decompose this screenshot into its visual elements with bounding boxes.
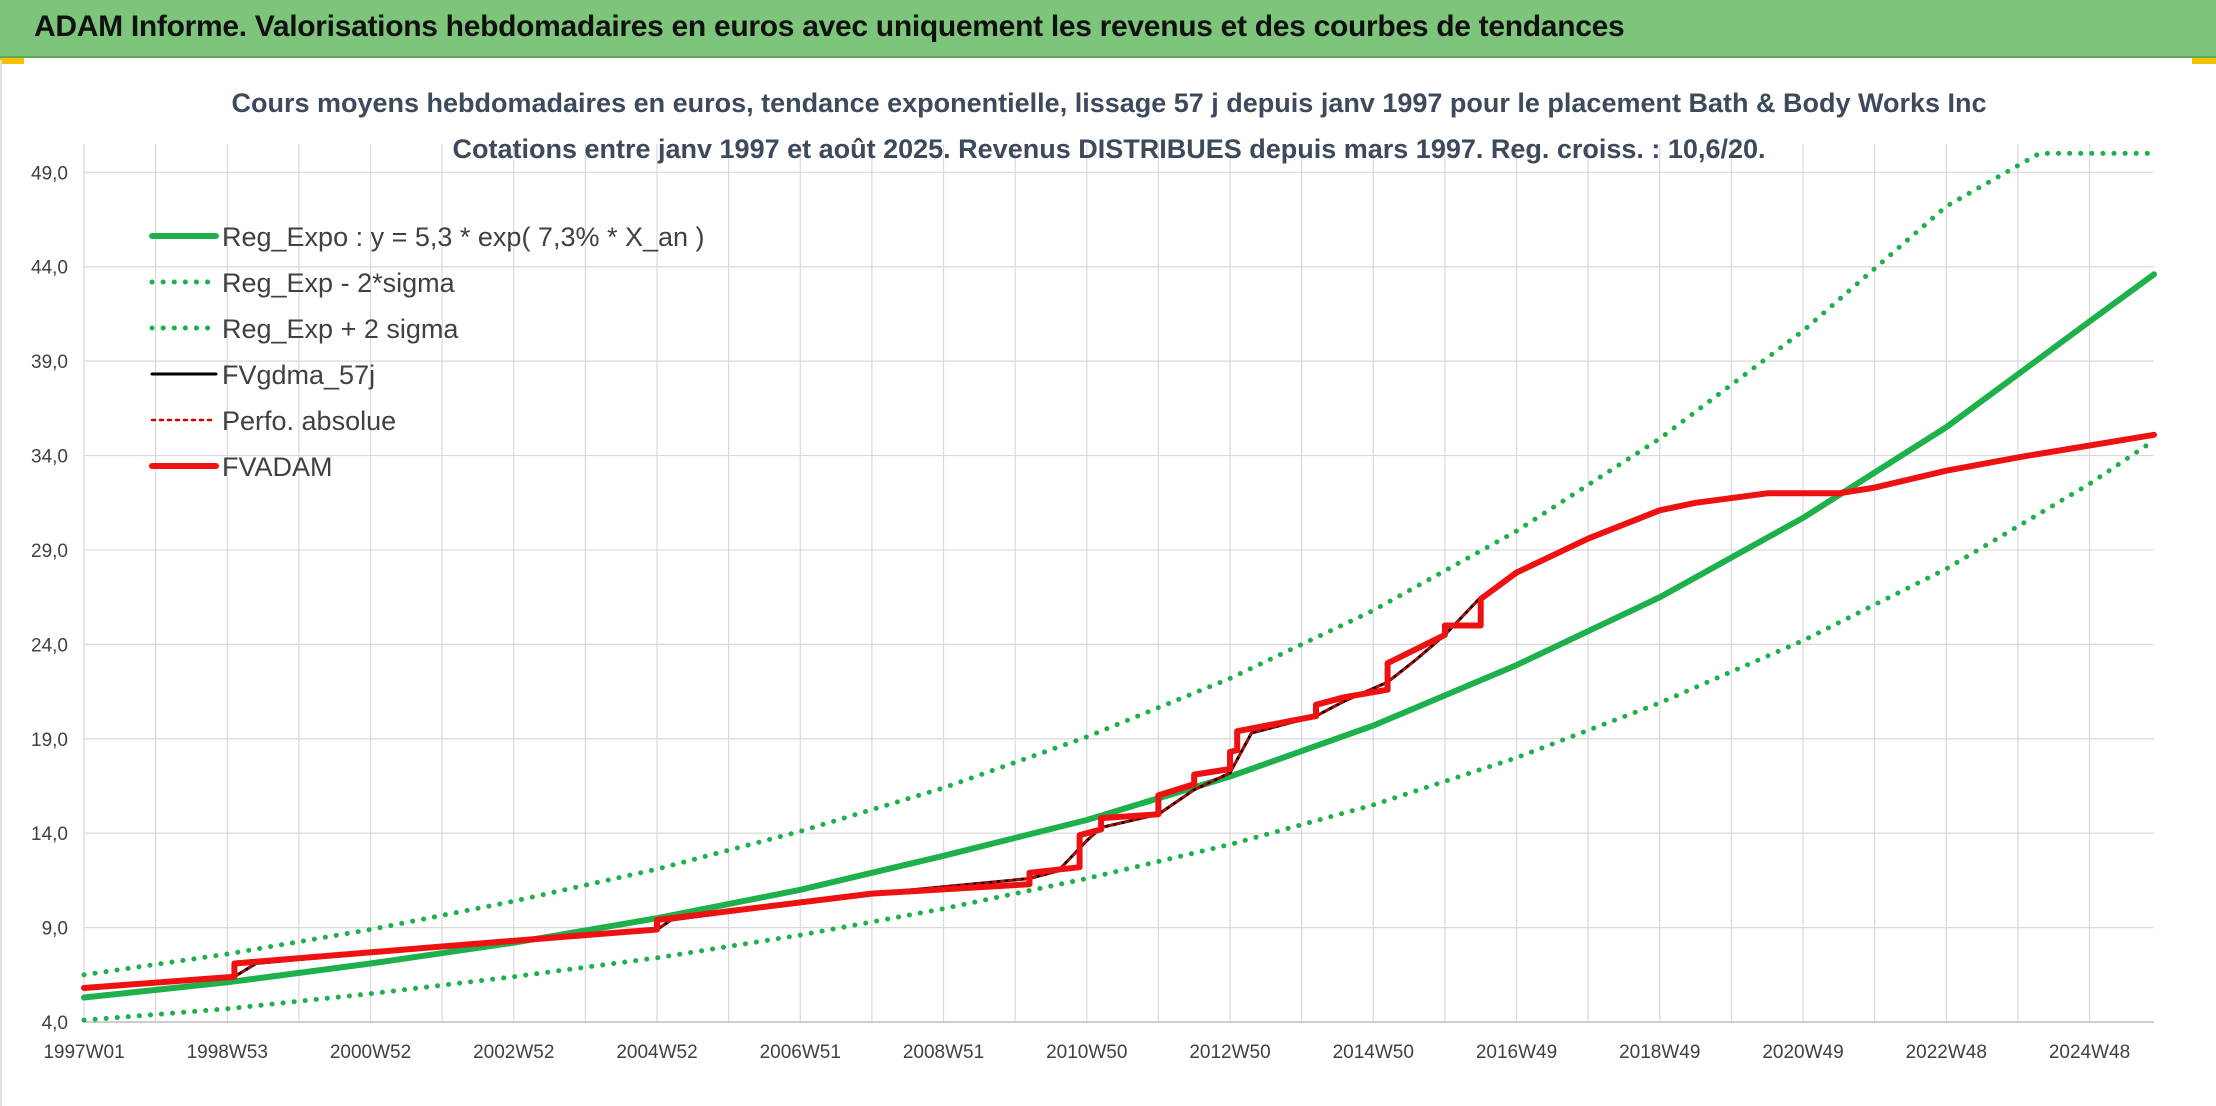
legend-entry: FVADAM: [222, 452, 333, 482]
x-tick-label: 2022W48: [1906, 1042, 1987, 1063]
series-line-5: [82, 433, 2156, 990]
series-line-6: [81, 431, 2157, 991]
series-line-2: [81, 437, 2157, 1023]
x-tick-label: 2014W50: [1333, 1042, 1414, 1063]
x-tick-label: 1997W01: [43, 1042, 124, 1063]
report-title: ADAM Informe. Valorisations hebdomadaire…: [34, 10, 1625, 43]
series-line-3: [81, 150, 2157, 978]
legend-entry: Perfo. absolue: [222, 406, 396, 436]
y-tick-label: 39,0: [31, 352, 68, 373]
report-banner: ADAM Informe. Valorisations hebdomadaire…: [0, 0, 2216, 58]
y-tick-label: 14,0: [31, 824, 68, 845]
corner-marker-left: [0, 58, 24, 64]
legend: Reg_Expo : y = 5,3 * exp( 7,3% * X_an ) R…: [149, 222, 705, 482]
x-tick-label: 2008W51: [903, 1042, 984, 1063]
x-tick-label: 2018W49: [1619, 1042, 1700, 1063]
y-tick-label: 29,0: [31, 541, 68, 562]
legend-entry: Reg_Exp + 2 sigma: [222, 314, 459, 344]
corner-marker-right: [2192, 58, 2216, 64]
y-tick-label: 34,0: [31, 447, 68, 468]
legend-entry: Reg_Exp - 2*sigma: [222, 268, 456, 298]
y-tick-label: 24,0: [31, 635, 68, 656]
x-tick-label: 2000W52: [330, 1042, 411, 1063]
x-tick-label: 2010W50: [1046, 1042, 1127, 1063]
legend-entry: FVgdma_57j: [222, 360, 375, 390]
y-tick-label: 9,0: [42, 919, 68, 940]
x-tick-label: 2004W52: [616, 1042, 697, 1063]
x-tick-label: 2020W49: [1762, 1042, 1843, 1063]
line-chart: 4,0 9,0 14,0 19,0 24,0 29,0 34,0 39,0 44,0 49,0 19…: [31, 88, 2157, 1063]
x-tick-label: 2016W49: [1476, 1042, 1557, 1063]
tick-labels: 4,0 9,0 14,0 19,0 24,0 29,0 34,0 39,0 44,0 49,0 19…: [31, 163, 2130, 1063]
chart-title: Cours moyens hebdomadaires en euros, ten…: [231, 88, 1986, 118]
chart-area: 4,0 9,0 14,0 19,0 24,0 29,0 34,0 39,0 44,0 49,0 19…: [0, 60, 2216, 1106]
y-tick-label: 4,0: [42, 1013, 68, 1034]
series-layer: [81, 150, 2157, 1023]
series-line-1: [81, 271, 2157, 1001]
x-tick-label: 1998W53: [187, 1042, 268, 1063]
y-tick-label: 44,0: [31, 258, 68, 279]
x-tick-label: 2006W51: [760, 1042, 841, 1063]
x-tick-label: 2012W50: [1189, 1042, 1270, 1063]
chart-subtitle: Cotations entre janv 1997 et août 2025. …: [452, 134, 1765, 164]
y-tick-label: 49,0: [31, 163, 68, 184]
legend-entry: Reg_Expo : y = 5,3 * exp( 7,3% * X_an ): [222, 222, 705, 252]
series-line-4: [82, 433, 2156, 990]
y-tick-label: 19,0: [31, 730, 68, 751]
x-tick-label: 2024W48: [2049, 1042, 2130, 1063]
x-tick-label: 2002W52: [473, 1042, 554, 1063]
